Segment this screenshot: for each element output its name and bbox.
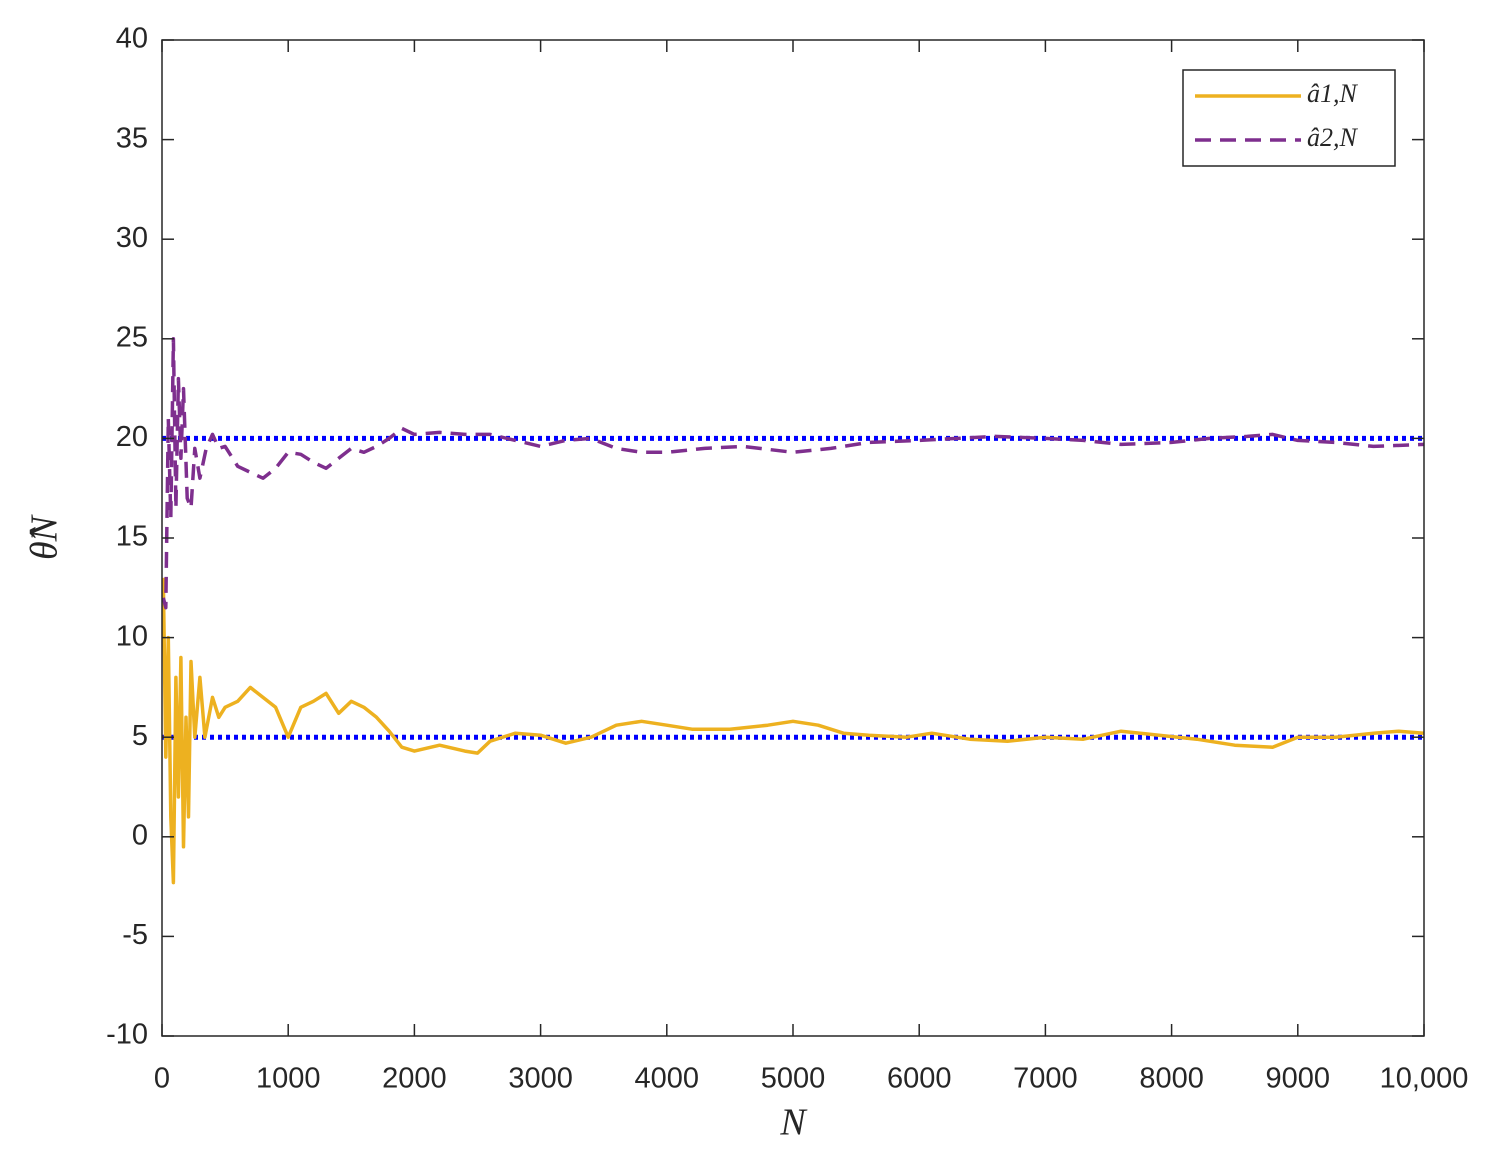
x-tick-label: 2000 — [382, 1063, 447, 1095]
y-tick-label: 15 — [116, 521, 148, 553]
x-tick-label: 7000 — [1013, 1063, 1078, 1095]
y-tick-label: 25 — [116, 321, 148, 353]
y-tick-label: 10 — [116, 620, 148, 652]
data-line — [161, 577, 1425, 885]
y-tick-label: 35 — [116, 122, 148, 154]
legend-label: â2,N — [1307, 123, 1359, 152]
y-tick-label: -5 — [122, 919, 148, 951]
y-axis-label: θ̂N — [24, 513, 66, 560]
x-tick-label: 0 — [154, 1063, 170, 1095]
legend-label: â1,N — [1307, 79, 1359, 108]
y-tick-label: 40 — [116, 23, 148, 55]
x-tick-label: 1000 — [256, 1063, 321, 1095]
data-line — [161, 337, 1425, 610]
y-tick-label: 30 — [116, 222, 148, 254]
y-tick-label: 0 — [132, 819, 148, 851]
x-tick-label: 4000 — [635, 1063, 700, 1095]
y-tick-label: 5 — [132, 720, 148, 752]
x-tick-label: 9000 — [1266, 1063, 1331, 1095]
x-tick-label: 10,000 — [1380, 1063, 1469, 1095]
x-tick-label: 8000 — [1139, 1063, 1204, 1095]
y-tick-label: 20 — [116, 421, 148, 453]
legend-box — [1182, 69, 1396, 167]
y-tick-label: -10 — [106, 1019, 148, 1051]
x-tick-label: 5000 — [761, 1063, 826, 1095]
x-tick-label: 3000 — [508, 1063, 573, 1095]
x-axis-label: N — [779, 1102, 808, 1144]
x-tick-label: 6000 — [887, 1063, 952, 1095]
